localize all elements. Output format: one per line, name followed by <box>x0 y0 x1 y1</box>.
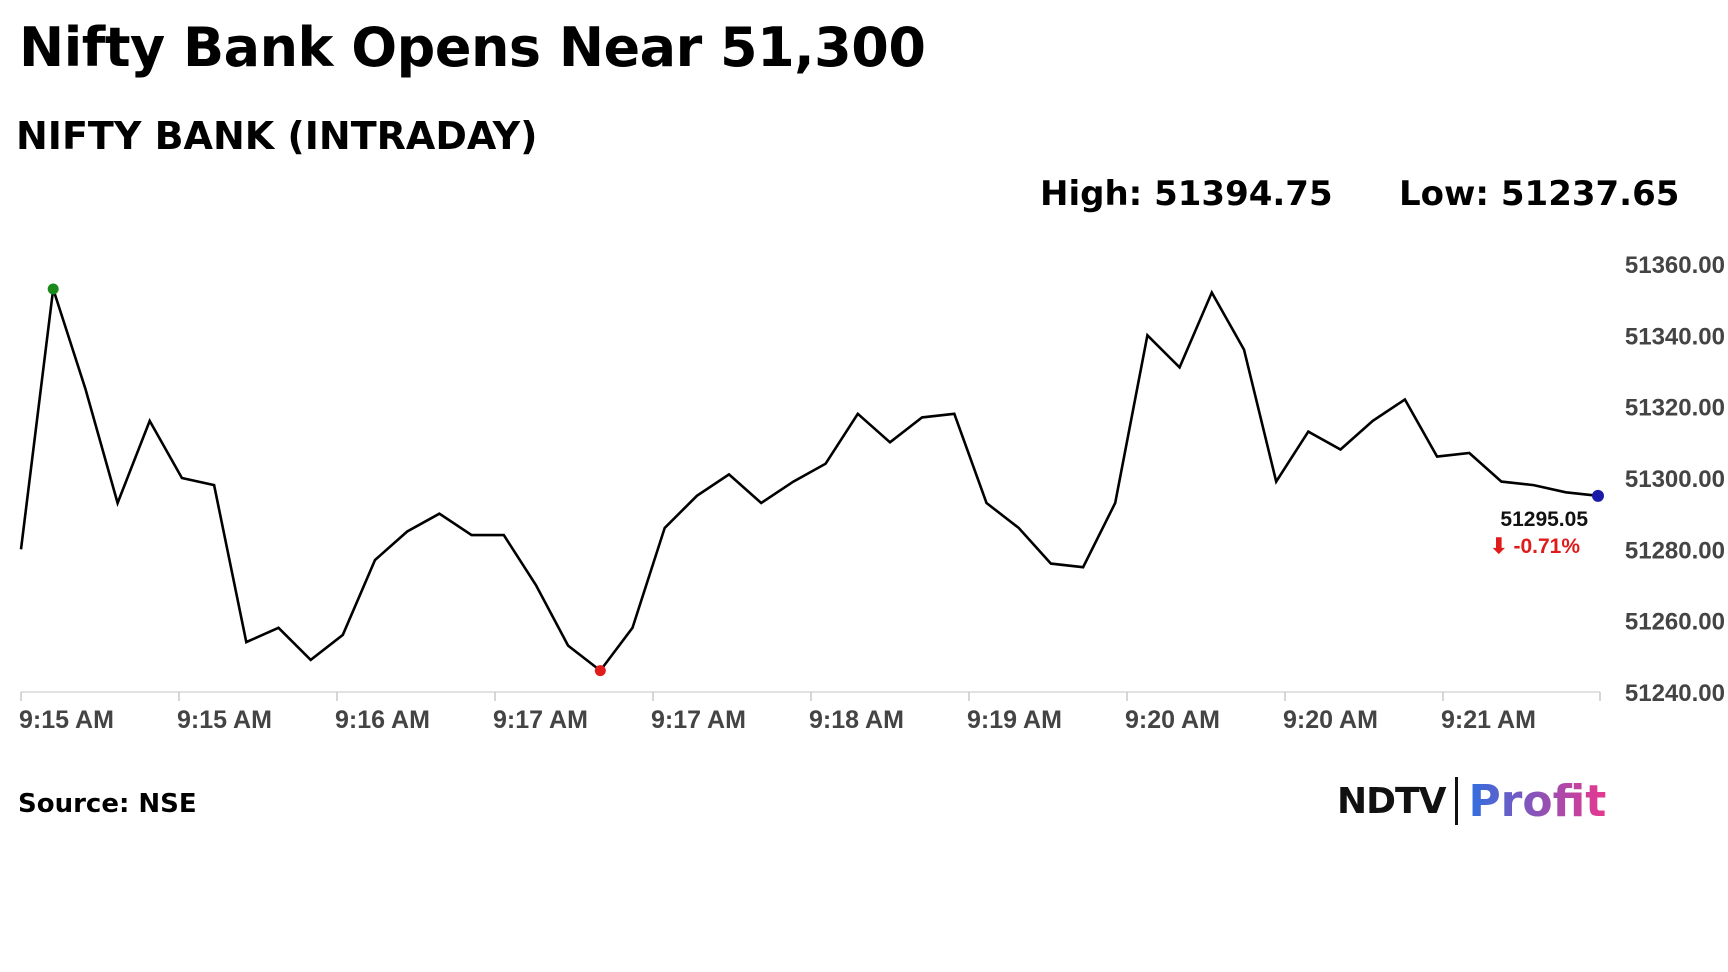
y-tick-label: 51280.00 <box>1625 537 1725 564</box>
low-stat: Low: 51237.65 <box>1399 171 1679 217</box>
y-tick-label: 51300.00 <box>1625 466 1725 493</box>
x-tick-label: 9:15 AM <box>19 706 114 734</box>
logo-profit-text: Profit <box>1468 775 1607 827</box>
high-stat: High: 51394.75 <box>1040 171 1333 217</box>
x-tick-label: 9:20 AM <box>1125 706 1220 734</box>
source-note: Source: NSE <box>18 789 197 819</box>
y-axis: 51240.00 51260.00 51280.00 51300.00 51320.00… <box>1625 252 1725 707</box>
last-change-label: ⬇ -0.71% <box>1490 535 1580 558</box>
logo-ndtv-text: NDTV <box>1337 780 1446 822</box>
series-line <box>19 288 1599 673</box>
y-tick-label: 51340.00 <box>1625 323 1725 350</box>
last-value-label-group: 51295.05 ⬇ -0.71% <box>1490 508 1588 558</box>
low-label: Low: <box>1399 174 1490 214</box>
markers-group <box>47 283 1604 677</box>
high-label: High: <box>1040 174 1143 214</box>
y-tick-label: 51260.00 <box>1625 609 1725 636</box>
x-tick-label: 9:17 AM <box>493 706 588 734</box>
x-tick-label: 9:15 AM <box>177 706 272 734</box>
y-tick-label: 51240.00 <box>1625 680 1725 707</box>
x-tick-label: 9:18 AM <box>809 706 904 734</box>
high-value: 51394.75 <box>1154 174 1333 214</box>
headline: Nifty Bank Opens Near 51,300 <box>19 16 926 79</box>
low-value: 51237.65 <box>1500 174 1680 214</box>
y-tick-label: 51360.00 <box>1625 252 1725 279</box>
high-point-marker <box>47 283 59 295</box>
last-point-marker <box>1592 489 1604 502</box>
x-tick-label: 9:21 AM <box>1441 706 1536 734</box>
x-tick-label: 9:16 AM <box>335 706 430 734</box>
chart-subtitle: NIFTY BANK (INTRADAY) <box>16 114 538 158</box>
y-tick-label: 51320.00 <box>1625 395 1725 422</box>
x-tick-label: 9:20 AM <box>1283 706 1378 734</box>
last-value-label: 51295.05 <box>1500 508 1588 531</box>
low-point-marker <box>594 665 606 677</box>
x-axis: 9:15 AM 9:15 AM 9:16 AM 9:17 AM 9:17 AM 9:18 … <box>19 691 1601 734</box>
ndtv-profit-logo: NDTV Profit <box>1337 775 1607 827</box>
logo-divider <box>1455 777 1459 825</box>
x-tick-label: 9:17 AM <box>651 706 746 734</box>
series-line-group <box>19 288 1599 673</box>
x-tick-label: 9:19 AM <box>967 706 1062 734</box>
